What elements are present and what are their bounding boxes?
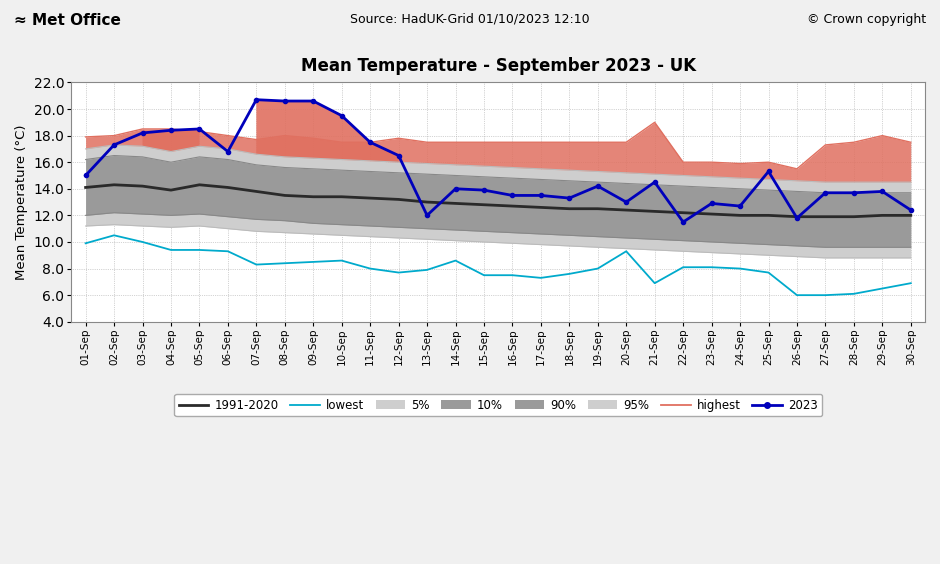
Title: Mean Temperature - September 2023 - UK: Mean Temperature - September 2023 - UK [301, 58, 696, 76]
Y-axis label: Mean Temperature (°C): Mean Temperature (°C) [15, 124, 28, 280]
Text: © Crown copyright: © Crown copyright [807, 13, 926, 26]
Text: ≈ Met Office: ≈ Met Office [14, 13, 121, 28]
Legend: 1991-2020, lowest, 5%, 10%, 90%, 95%, highest, 2023: 1991-2020, lowest, 5%, 10%, 90%, 95%, hi… [174, 394, 822, 416]
Text: Source: HadUK-Grid 01/10/2023 12:10: Source: HadUK-Grid 01/10/2023 12:10 [351, 13, 589, 26]
